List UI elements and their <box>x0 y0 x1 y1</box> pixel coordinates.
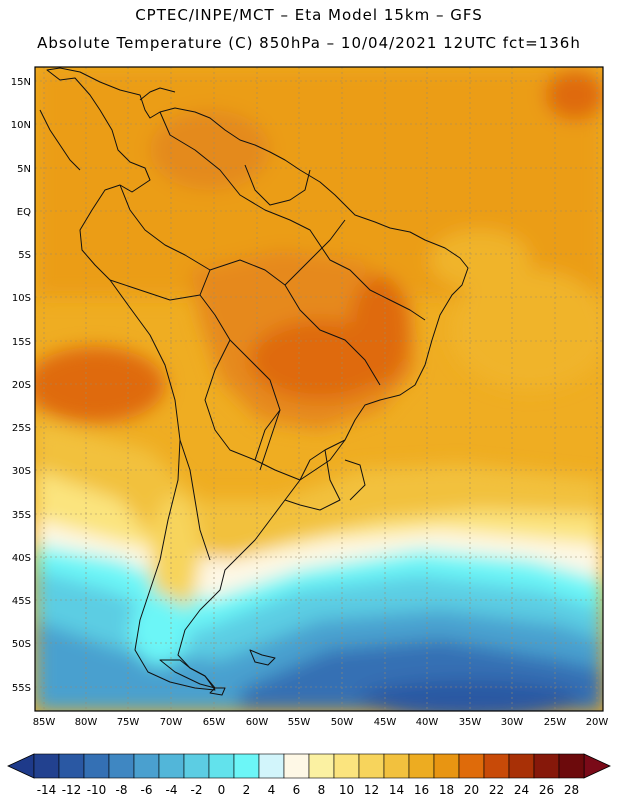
colorbar-swatch <box>308 753 335 779</box>
map-frame <box>34 66 604 712</box>
colorbar-label: 8 <box>318 783 326 797</box>
colorbar-swatch <box>108 753 135 779</box>
colorbar-under-arrow <box>7 753 35 779</box>
lat-label: 10N <box>11 120 31 131</box>
lat-label: 10S <box>12 293 31 304</box>
colorbar-swatch <box>258 753 285 779</box>
lat-label: 5N <box>17 164 31 175</box>
colorbar-over-arrow <box>583 753 611 779</box>
colorbar-swatch <box>233 753 260 779</box>
colorbar-label: -10 <box>87 783 107 797</box>
temperature-field <box>35 67 603 711</box>
latitude-labels: 15N 10N 5N EQ 5S 10S 15S 20S 25S 30S 35S… <box>11 77 31 694</box>
lat-label: 50S <box>12 639 31 650</box>
lat-label: 5S <box>18 250 31 261</box>
title-line-2: Absolute Temperature (C) 850hPa – 10/04/… <box>37 34 581 52</box>
graticule <box>35 67 603 711</box>
colorbar-label: -14 <box>37 783 57 797</box>
lat-label: 30S <box>12 466 31 477</box>
coastlines <box>39 67 469 696</box>
colorbar-label: -6 <box>141 783 153 797</box>
lon-label: 85W <box>33 717 56 728</box>
colorbar-label: 22 <box>489 783 504 797</box>
colorbar-swatch <box>533 753 560 779</box>
colorbar-swatch <box>208 753 235 779</box>
colorbar-label: 14 <box>389 783 404 797</box>
colorbar-label: 4 <box>268 783 276 797</box>
lat-label: 25S <box>12 423 31 434</box>
lon-label: 25W <box>544 717 567 728</box>
lon-label: 50W <box>331 717 354 728</box>
title-line-1: CPTEC/INPE/MCT – Eta Model 15km – GFS <box>135 6 483 24</box>
colorbar-label: 18 <box>439 783 454 797</box>
colorbar-label: -2 <box>191 783 203 797</box>
colorbar-label: -4 <box>166 783 178 797</box>
lon-label: 40W <box>416 717 439 728</box>
lat-label: 35S <box>12 510 31 521</box>
longitude-labels: 85W 80W 75W 70W 65W 60W 55W 50W 45W 40W … <box>33 717 609 728</box>
colorbar-label: 26 <box>539 783 554 797</box>
colorbar-swatch <box>158 753 185 779</box>
lon-label: 80W <box>75 717 98 728</box>
colorbar: -14 -12 -10 -8 -6 -4 -2 0 2 4 6 8 10 12 14 16 18 20 22 24 26… <box>7 753 611 797</box>
lon-label: 65W <box>203 717 226 728</box>
colorbar-label: 20 <box>464 783 479 797</box>
colorbar-swatch <box>283 753 310 779</box>
lon-label: 35W <box>459 717 482 728</box>
lat-label: 15N <box>11 77 31 88</box>
colorbar-label: -12 <box>62 783 82 797</box>
colorbar-swatch <box>183 753 210 779</box>
lat-label: EQ <box>17 207 31 218</box>
colorbar-swatch <box>358 753 385 779</box>
lat-label: 45S <box>12 596 31 607</box>
colorbar-swatch <box>333 753 360 779</box>
lat-label: 15S <box>12 337 31 348</box>
colorbar-label: 2 <box>243 783 251 797</box>
colorbar-swatch <box>433 753 460 779</box>
colorbar-swatch <box>508 753 535 779</box>
colorbar-label: -8 <box>116 783 128 797</box>
colorbar-label: 24 <box>514 783 529 797</box>
lon-label: 20W <box>586 717 609 728</box>
lon-label: 70W <box>160 717 183 728</box>
lat-label: 55S <box>12 683 31 694</box>
lon-label: 30W <box>501 717 524 728</box>
colorbar-swatch <box>33 753 60 779</box>
lat-label: 20S <box>12 380 31 391</box>
colorbar-swatch <box>558 753 585 779</box>
lon-label: 75W <box>117 717 140 728</box>
colorbar-swatch <box>458 753 485 779</box>
colorbar-label: 10 <box>339 783 354 797</box>
lon-label: 60W <box>246 717 269 728</box>
lon-label: 55W <box>288 717 311 728</box>
lon-label: 45W <box>374 717 397 728</box>
colorbar-swatch <box>58 753 85 779</box>
lat-label: 40S <box>12 553 31 564</box>
colorbar-label: 0 <box>218 783 226 797</box>
colorbar-label: 6 <box>293 783 301 797</box>
colorbar-label: 12 <box>364 783 379 797</box>
colorbar-label: 28 <box>564 783 579 797</box>
colorbar-label: 16 <box>414 783 429 797</box>
colorbar-swatch <box>133 753 160 779</box>
colorbar-swatch <box>383 753 410 779</box>
colorbar-swatch <box>83 753 110 779</box>
colorbar-swatch <box>483 753 510 779</box>
colorbar-swatch <box>408 753 435 779</box>
